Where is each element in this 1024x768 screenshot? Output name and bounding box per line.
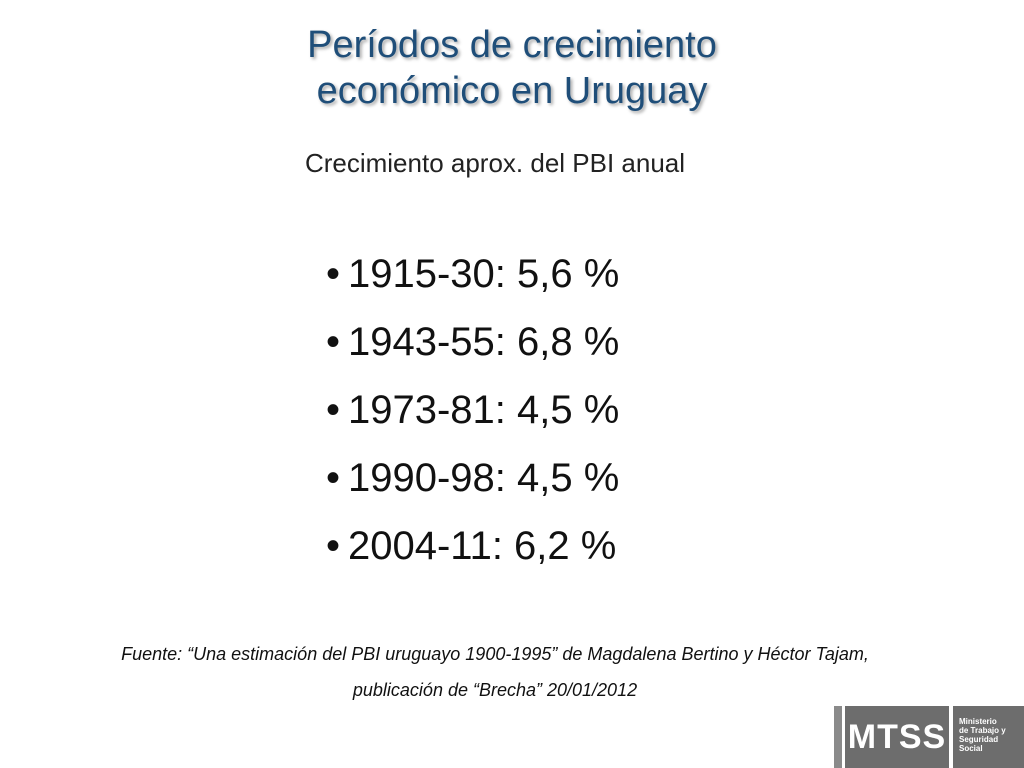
logo-ministry-name: Ministerio de Trabajo y Seguridad Social xyxy=(951,706,1024,768)
slide-subtitle: Crecimiento aprox. del PBI anual xyxy=(304,148,686,178)
list-item: • 1973-81: 4,5 % xyxy=(326,376,619,444)
bullet-icon: • xyxy=(326,524,341,568)
logo-name-line: Social xyxy=(959,744,983,753)
slide-title: Períodos de crecimiento económico en Uru… xyxy=(0,22,1024,114)
bullet-icon: • xyxy=(326,252,341,296)
list-item: • 1990-98: 4,5 % xyxy=(326,444,619,512)
logo-name-line: Seguridad xyxy=(959,735,999,744)
list-item-text: 1990-98: 4,5 % xyxy=(348,456,620,500)
mtss-logo: MTSS Ministerio de Trabajo y Seguridad S… xyxy=(834,706,1024,768)
list-item: • 2004-11: 6,2 % xyxy=(326,512,619,580)
bullet-icon: • xyxy=(326,320,341,364)
logo-border xyxy=(834,706,842,768)
list-item-text: 2004-11: 6,2 % xyxy=(348,524,617,568)
bullet-icon: • xyxy=(326,388,341,432)
list-item-text: 1973-81: 4,5 % xyxy=(348,388,620,432)
list-item-text: 1943-55: 6,8 % xyxy=(348,320,620,364)
logo-name-line: Ministerio xyxy=(959,717,997,726)
slide-title-line: económico en Uruguay xyxy=(316,70,708,112)
source-citation: Fuente: “Una estimación del PBI uruguayo… xyxy=(0,636,990,708)
slide-title-line: Períodos de crecimiento xyxy=(307,24,717,66)
source-line: Fuente: “Una estimación del PBI uruguayo… xyxy=(121,644,869,664)
growth-periods-list: • 1915-30: 5,6 % • 1943-55: 6,8 % • 1973-81… xyxy=(326,240,619,580)
list-item-text: 1915-30: 5,6 % xyxy=(348,252,620,296)
logo-acronym: MTSS xyxy=(845,706,949,768)
list-item: • 1915-30: 5,6 % xyxy=(326,240,619,308)
logo-name-line: de Trabajo y xyxy=(959,726,1006,735)
list-item: • 1943-55: 6,8 % xyxy=(326,308,619,376)
bullet-icon: • xyxy=(326,456,341,500)
source-line: publicación de “Brecha” 20/01/2012 xyxy=(352,680,638,700)
